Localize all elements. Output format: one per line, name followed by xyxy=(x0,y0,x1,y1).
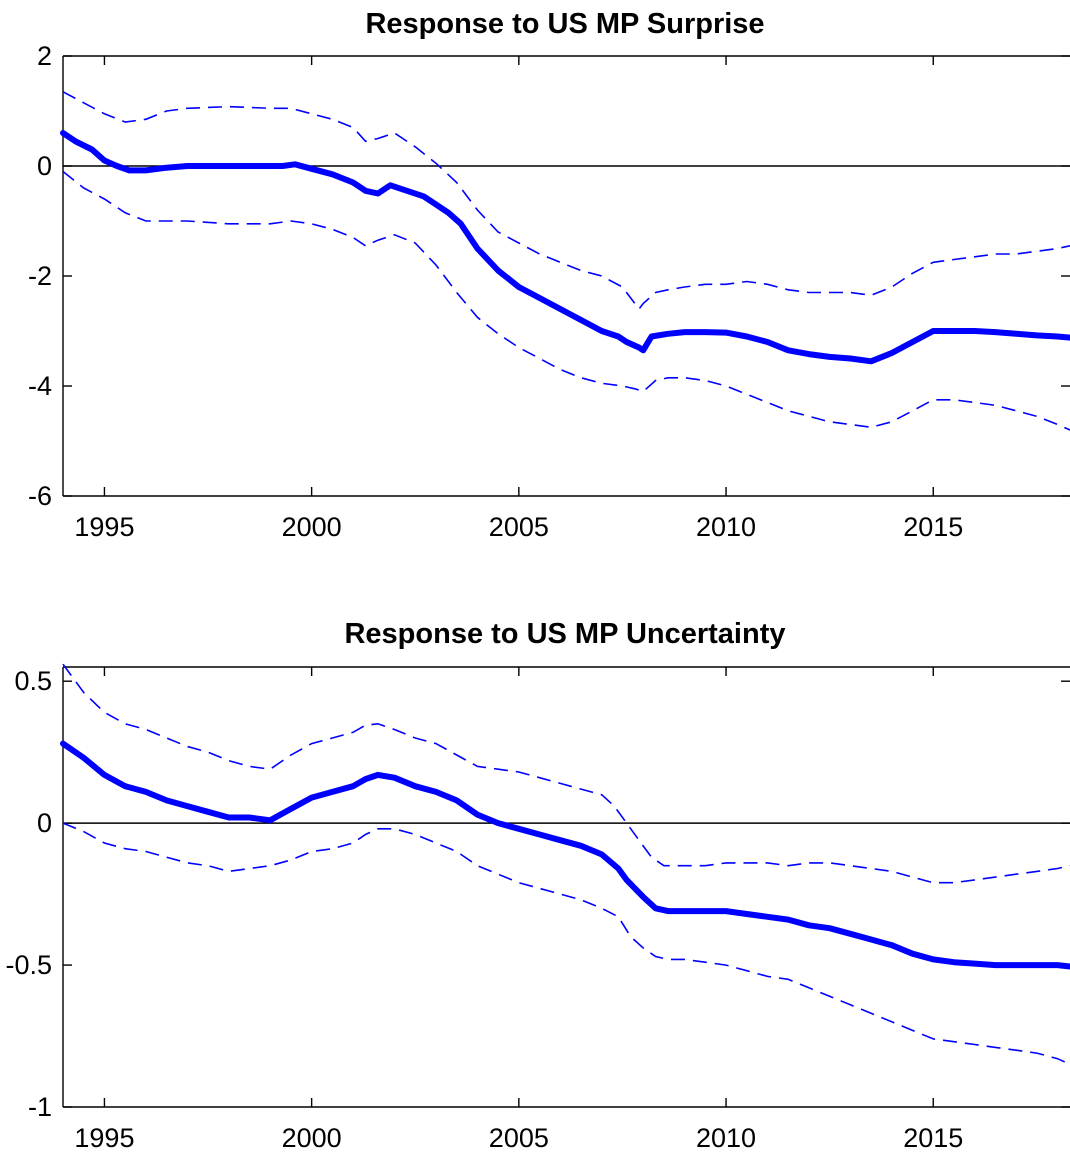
uncertainty-x-tick-label-2000: 2000 xyxy=(282,1123,342,1153)
surprise-plot-content: 1995 2000 2005 2010 2015 -6 -4 -2 0 2 xyxy=(28,41,1070,542)
surprise-upper-band-line xyxy=(62,91,1070,311)
surprise-y-tick-label-1: -4 xyxy=(28,371,52,401)
uncertainty-chart-title: Response to US MP Uncertainty xyxy=(344,618,785,650)
uncertainty-panel: Response to US MP Uncertainty 1995 2000 20… xyxy=(5,618,1070,1153)
surprise-y-tick-label-2: -2 xyxy=(28,261,52,291)
surprise-x-tick-label-2000: 2000 xyxy=(282,512,342,542)
surprise-x-tick-label-2015: 2015 xyxy=(903,512,963,542)
uncertainty-median-line xyxy=(60,740,1070,970)
uncertainty-plot-content: 1995 2000 2005 2010 2015 -1 -0.5 0 0.5 xyxy=(5,663,1070,1153)
surprise-chart-title: Response to US MP Surprise xyxy=(365,8,764,40)
surprise-y-tick-label-0: -6 xyxy=(28,481,52,511)
uncertainty-x-tick-label-2010: 2010 xyxy=(696,1123,756,1153)
surprise-lower-band-line xyxy=(62,170,1070,431)
surprise-x-tick-label-1995: 1995 xyxy=(74,512,134,542)
uncertainty-upper-band-line xyxy=(62,663,1070,884)
uncertainty-x-tick-label-2015: 2015 xyxy=(903,1123,963,1153)
uncertainty-lower-band-line xyxy=(62,822,1070,1066)
surprise-x-tick-label-2005: 2005 xyxy=(489,512,549,542)
surprise-y-tick-label-4: 2 xyxy=(37,41,52,71)
uncertainty-y-tick-label-2: 0 xyxy=(37,808,52,838)
uncertainty-y-tick-label-3: 0.5 xyxy=(14,666,52,696)
uncertainty-x-tick-label-1995: 1995 xyxy=(74,1123,134,1153)
surprise-median-line xyxy=(60,130,1070,365)
surprise-y-tick-label-3: 0 xyxy=(37,151,52,181)
uncertainty-y-tick-label-1: -0.5 xyxy=(5,950,52,980)
surprise-x-tick-label-2010: 2010 xyxy=(696,512,756,542)
uncertainty-y-tick-label-0: -1 xyxy=(28,1092,52,1122)
surprise-panel: Response to US MP Surprise 1995 2000 2005 2… xyxy=(28,8,1070,542)
uncertainty-x-tick-label-2005: 2005 xyxy=(489,1123,549,1153)
